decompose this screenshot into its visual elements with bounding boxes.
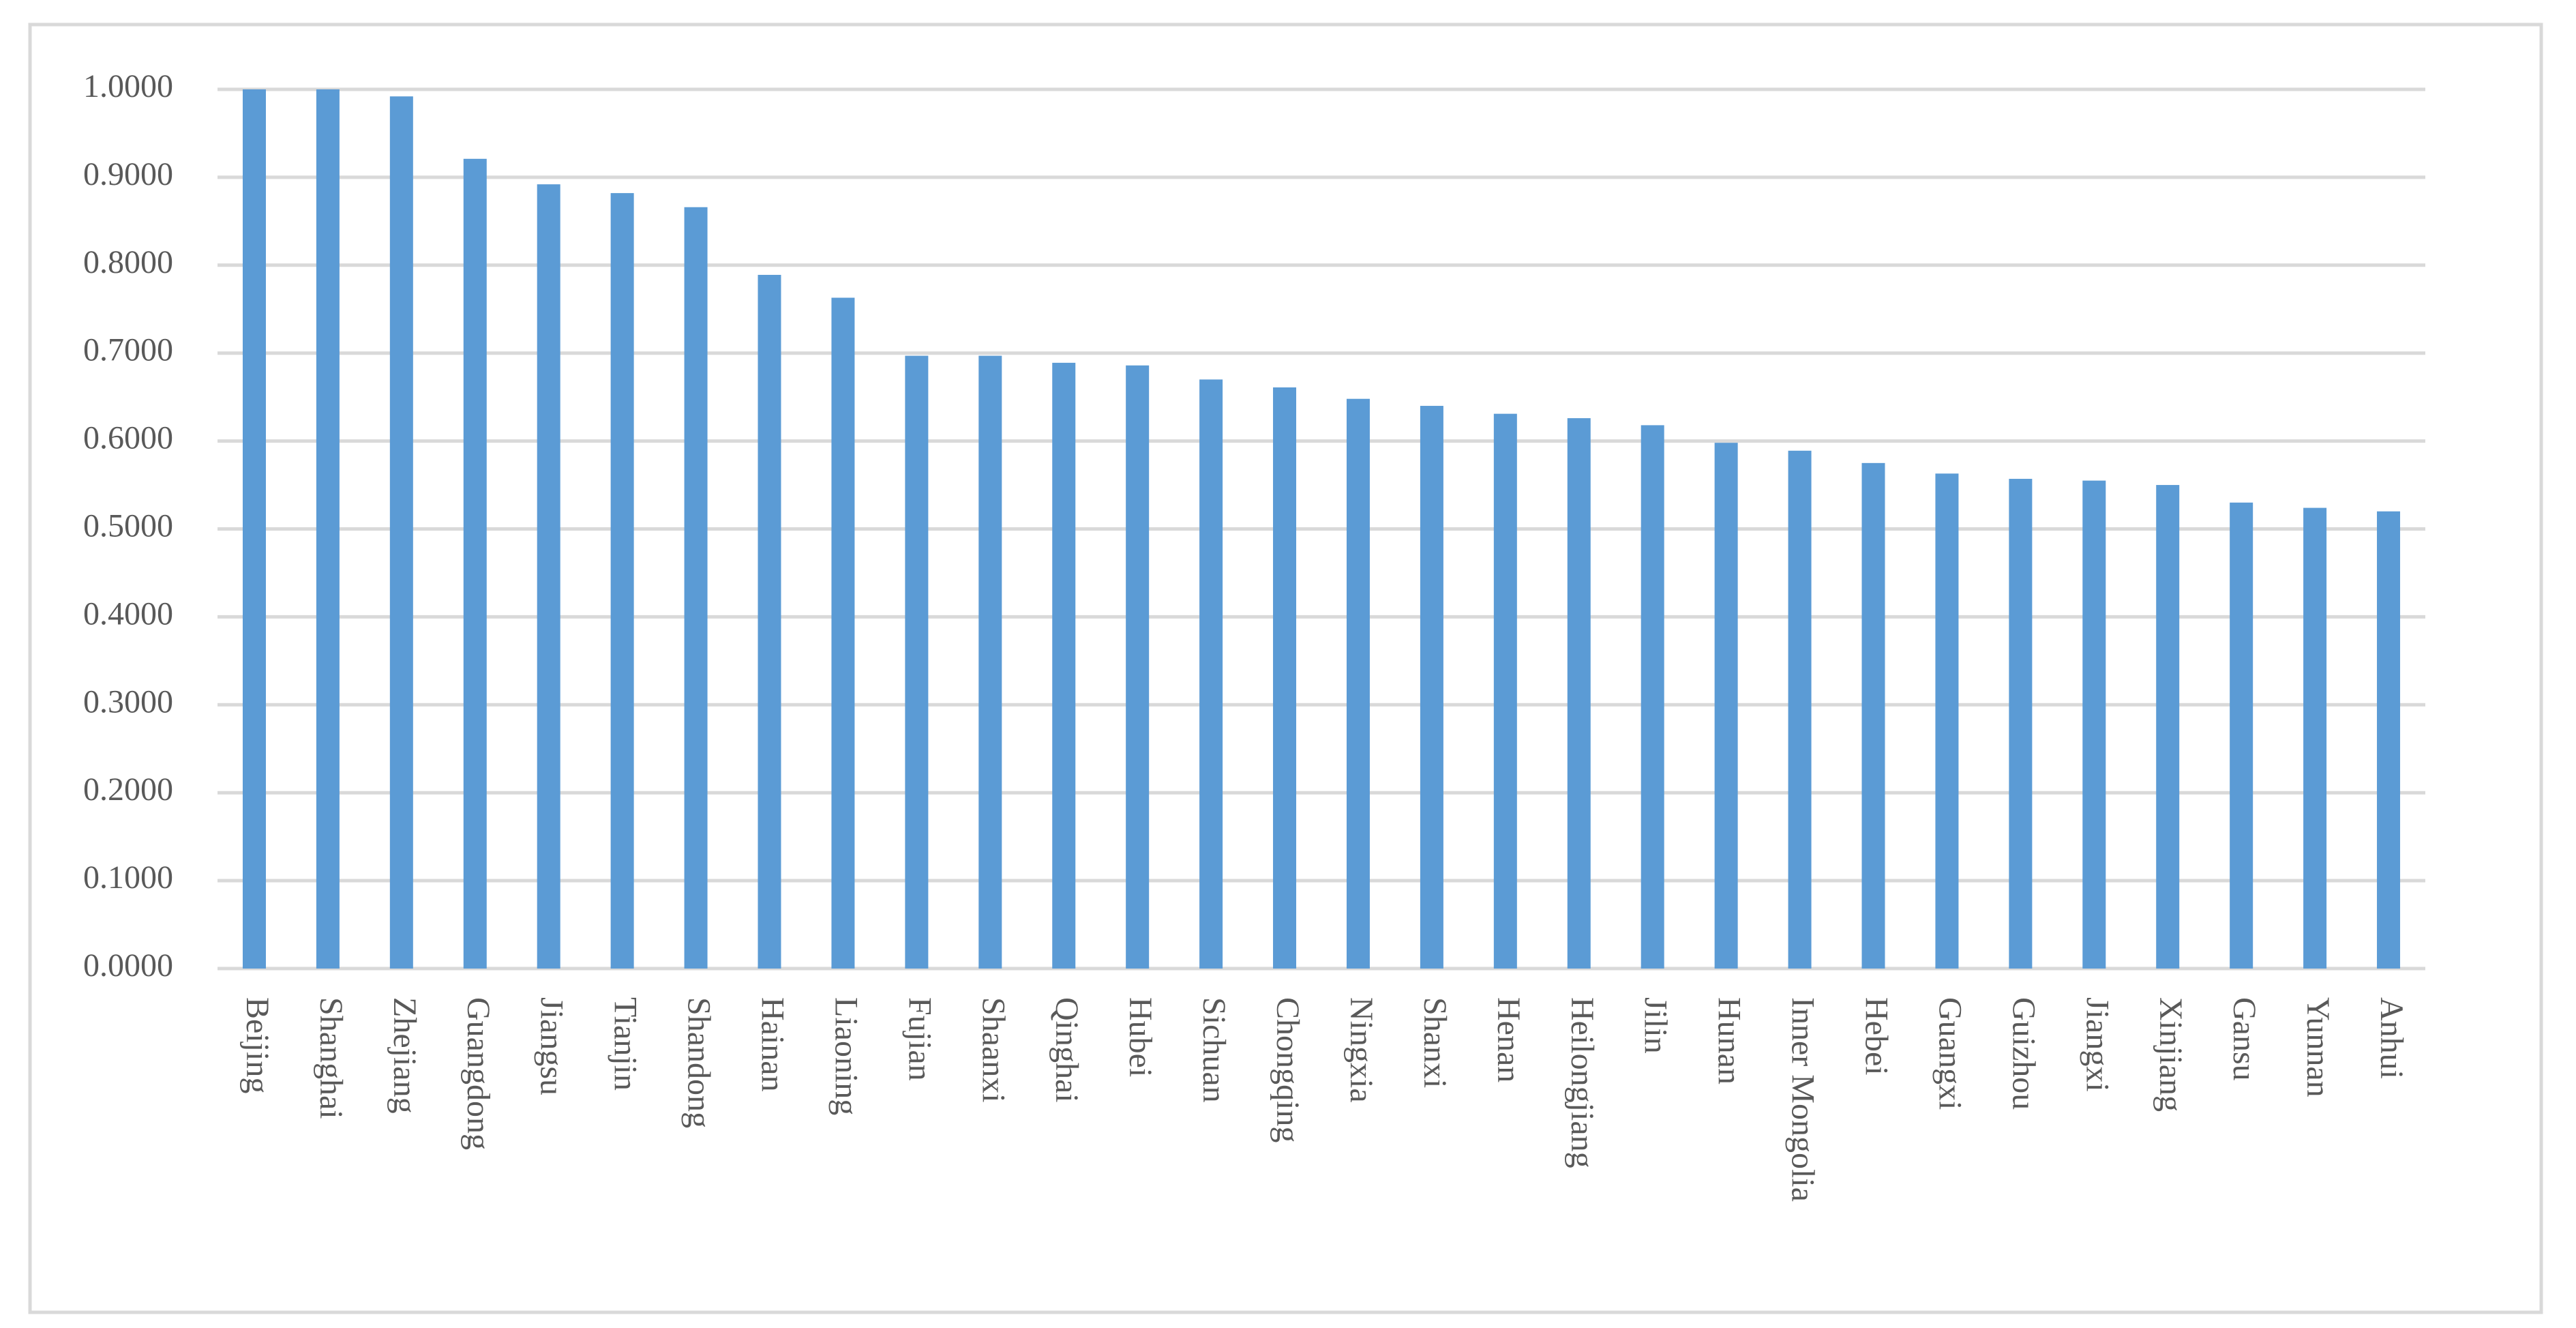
x-tick-label: Heilongjiang (1564, 997, 1600, 1168)
bar (1126, 365, 1150, 969)
y-tick-label: 0.0000 (83, 947, 173, 984)
x-tick-label: Guangxi (1932, 997, 1968, 1110)
x-tick-label: Shaanxi (975, 997, 1011, 1103)
y-tick-label: 0.6000 (83, 420, 173, 456)
x-tick-label: Qinghai (1049, 997, 1085, 1103)
bar (316, 89, 340, 969)
bar (1346, 398, 1370, 969)
x-tick-label: Tianjin (608, 997, 644, 1091)
x-tick-label: Beijing (239, 997, 275, 1093)
y-tick-label: 0.7000 (83, 332, 173, 368)
bar (1935, 473, 1959, 969)
bar (1861, 462, 1885, 969)
bar (2303, 507, 2327, 969)
x-tick-label: Ningxia (1343, 997, 1379, 1103)
x-tick-label: Chongqing (1270, 997, 1306, 1142)
bar (2377, 511, 2401, 969)
x-tick-label: Inner Mongolia (1785, 997, 1821, 1202)
x-tick-label: Gansu (2226, 997, 2262, 1081)
bar (684, 207, 708, 969)
bar (1273, 387, 1297, 969)
x-tick-label: Guangdong (460, 997, 496, 1150)
x-tick-label: Fujian (901, 997, 938, 1081)
bar (1420, 406, 1443, 969)
bar (978, 355, 1002, 969)
y-tick-label: 0.8000 (83, 244, 173, 280)
bar (2082, 480, 2106, 969)
y-tick-label: 1.0000 (83, 68, 173, 104)
x-tick-label: Jiangsu (534, 997, 570, 1095)
bar (610, 193, 634, 969)
bar (758, 274, 781, 969)
x-tick-label: Jiangxi (2079, 997, 2115, 1092)
x-tick-label: Hubei (1122, 997, 1158, 1077)
bar (1052, 362, 1076, 969)
bar (463, 158, 487, 969)
bar (242, 89, 266, 969)
x-tick-label: Shanghai (313, 997, 349, 1119)
bar (1199, 379, 1223, 969)
y-tick-label: 0.2000 (83, 771, 173, 808)
x-tick-label: Guizhou (2005, 997, 2041, 1110)
bar (1567, 418, 1591, 969)
x-tick-label: Shanxi (1417, 997, 1453, 1088)
x-tick-label: Zhejiang (387, 997, 423, 1114)
y-tick-label: 0.1000 (83, 859, 173, 896)
x-tick-label: Hainan (754, 997, 790, 1092)
x-tick-label: Henan (1491, 997, 1527, 1082)
x-tick-label: Shandong (681, 997, 717, 1128)
bar (389, 96, 413, 969)
x-tick-label: Xinjiang (2153, 997, 2189, 1112)
x-tick-label: Jilin (1638, 997, 1674, 1054)
bar (2230, 502, 2253, 969)
bar (1788, 450, 1812, 969)
x-tick-label: Sichuan (1196, 997, 1232, 1103)
bar (905, 355, 929, 969)
y-tick-label: 0.5000 (83, 508, 173, 544)
y-tick-label: 0.9000 (83, 156, 173, 192)
bar (1714, 443, 1738, 969)
x-tick-label: Hebei (1858, 997, 1894, 1076)
bar (831, 297, 855, 969)
x-tick-label: Hunan (1711, 997, 1748, 1084)
x-tick-label: Anhui (2373, 997, 2410, 1079)
bar (1493, 413, 1517, 969)
bar (537, 184, 560, 969)
x-tick-label: Liaoning (828, 997, 864, 1115)
y-tick-label: 0.4000 (83, 595, 173, 632)
bar (2156, 485, 2180, 969)
bar (1641, 425, 1664, 969)
x-tick-label: Yunnan (2300, 997, 2336, 1097)
bar (2009, 479, 2033, 969)
y-tick-label: 0.3000 (83, 683, 173, 720)
